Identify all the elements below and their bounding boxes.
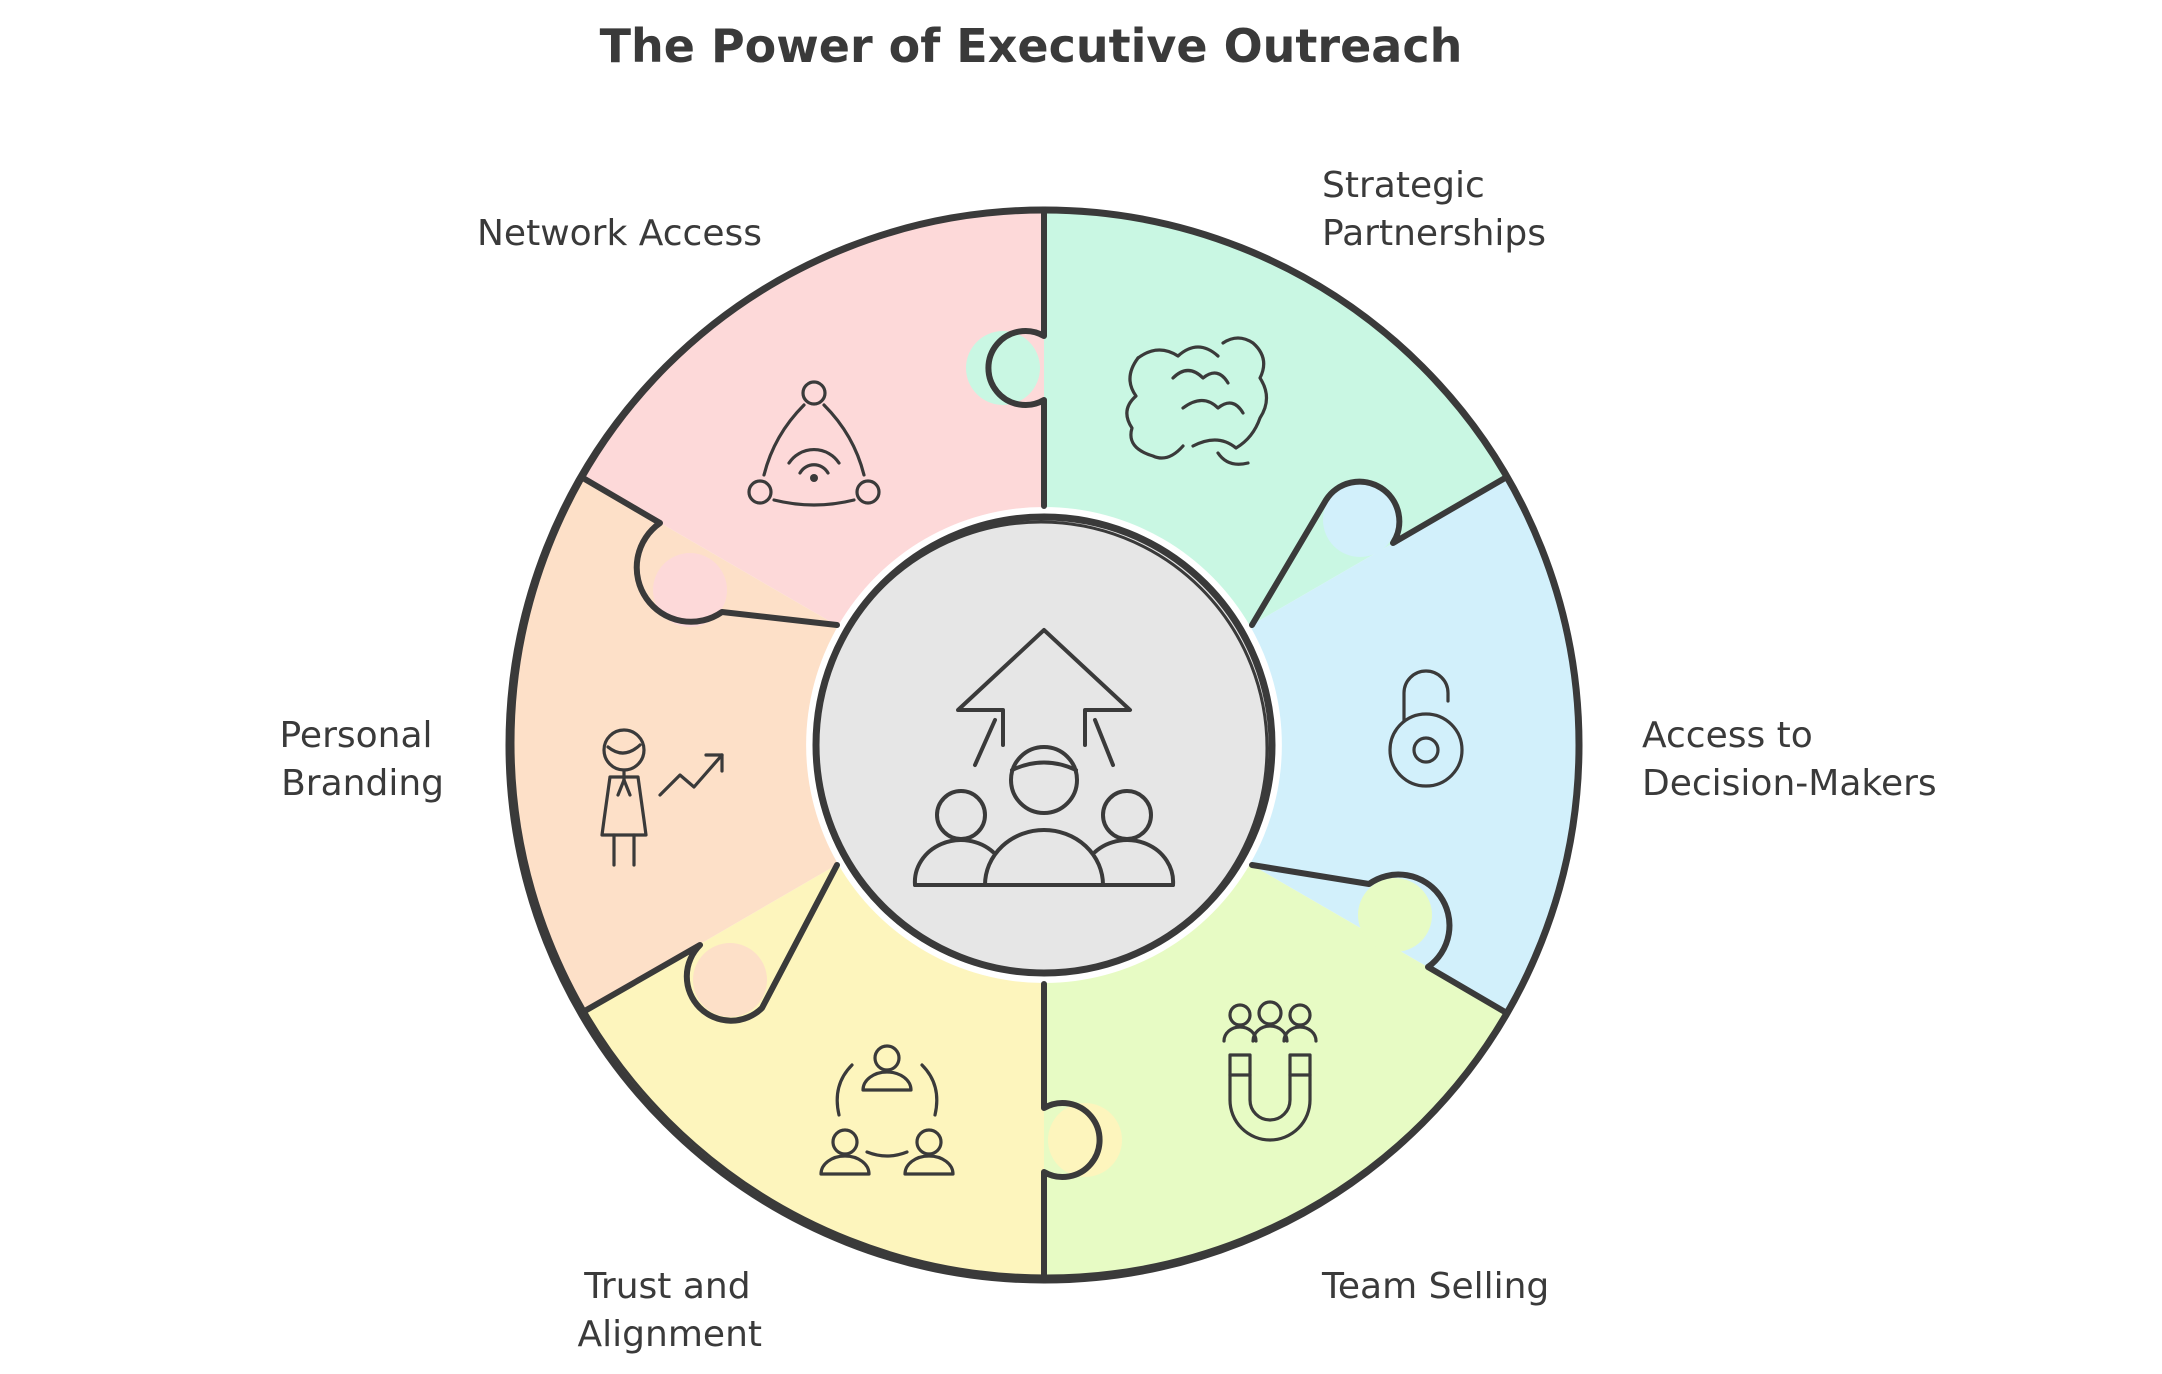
seam-trust-branding (580, 862, 840, 1024)
unlocked-padlock-icon (1388, 669, 1464, 788)
people-cycle-icon (819, 1044, 955, 1176)
knob-trust-into-team (1048, 1103, 1122, 1177)
segment-team-selling-fill (1044, 864, 1507, 1280)
puzzle-ring (505, 206, 1583, 1284)
knob-team-into-decision (1358, 878, 1432, 952)
diagram-title: The Power of Executive Outreach (600, 19, 1463, 73)
label-team-selling: Team Selling (1321, 1266, 1549, 1307)
center-hub-sketch-ring (813, 520, 1269, 976)
knob-decision-into-strategic (1323, 483, 1397, 557)
seam-branding-network (580, 475, 840, 628)
segment-network-access-fill (581, 210, 1044, 626)
label-trust-alignment: Trust and Alignment (578, 1266, 762, 1355)
label-network-access: Network Access (477, 213, 762, 254)
seam-decision-team (1249, 862, 1508, 1015)
label-personal-branding: Personal Branding (280, 715, 445, 804)
seam-network-strategic (985, 209, 1047, 509)
person-growth-icon (600, 728, 724, 867)
seam-strategic-decision (1249, 475, 1508, 628)
knob-branding-into-trust (693, 943, 767, 1017)
network-signal-icon (747, 380, 881, 507)
label-strategic-partnerships: Strategic Partnerships (1322, 165, 1546, 254)
center-hub (812, 513, 1276, 977)
segment-personal-branding-fill (509, 477, 838, 1013)
team-leadership-arrow-icon (912, 628, 1176, 887)
seam-team-trust (1041, 981, 1103, 1281)
label-access-decision-makers: Access to Decision-Makers (1642, 715, 1937, 804)
team-magnet-icon (1222, 1000, 1318, 1142)
knob-network-into-branding (653, 553, 727, 627)
segment-labels: Network Access Strategic Partnerships Ac… (280, 165, 1937, 1355)
knob-strategic-into-network (966, 331, 1040, 405)
handshake-icon (1125, 336, 1269, 466)
